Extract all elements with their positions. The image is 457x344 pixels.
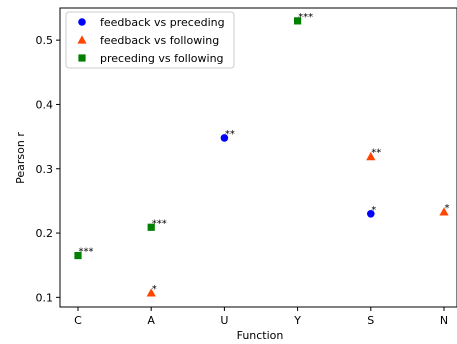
- significance-annotations: ****************: [79, 12, 450, 295]
- significance-label: *: [445, 203, 450, 214]
- legend: feedback vs preceding feedback vs followi…: [65, 11, 235, 69]
- legend-marker-triangle: [77, 35, 87, 44]
- data-point-triangle: [146, 288, 156, 297]
- data-points: [74, 17, 449, 297]
- x-axis-label: Function: [237, 329, 284, 342]
- data-point-circle: [220, 134, 229, 142]
- x-tick-label: Y: [293, 314, 301, 327]
- y-axis-ticks: 0.1 0.2 0.3 0.4 0.5: [36, 34, 60, 304]
- x-tick-label: U: [220, 314, 228, 327]
- significance-label: *: [152, 284, 157, 295]
- data-point-square: [147, 223, 155, 231]
- data-point-square: [294, 17, 302, 25]
- significance-label: **: [371, 148, 381, 159]
- y-tick-label: 0.2: [36, 227, 54, 240]
- significance-label: ***: [152, 218, 167, 229]
- legend-marker-circle: [78, 18, 86, 26]
- y-tick-label: 0.4: [36, 98, 54, 111]
- y-tick-label: 0.3: [36, 163, 54, 176]
- data-point-triangle: [366, 151, 376, 161]
- legend-box: [65, 11, 235, 69]
- y-tick-label: 0.5: [36, 34, 54, 47]
- significance-label: ***: [79, 247, 94, 258]
- x-tick-label: N: [440, 314, 448, 327]
- significance-label: ***: [298, 12, 313, 23]
- data-point-square: [74, 251, 82, 260]
- legend-label: feedback vs following: [100, 34, 219, 47]
- x-tick-label: A: [147, 314, 155, 327]
- legend-label: feedback vs preceding: [100, 16, 225, 29]
- y-tick-label: 0.1: [36, 291, 54, 304]
- data-point-circle: [367, 209, 375, 218]
- legend-marker-square: [78, 54, 86, 62]
- y-axis-label: Pearson r: [14, 132, 27, 184]
- significance-label: *: [371, 205, 376, 216]
- data-point-triangle: [439, 207, 449, 216]
- legend-label: preceding vs following: [100, 52, 224, 65]
- significance-label: **: [225, 129, 235, 140]
- x-tick-label: S: [367, 314, 374, 327]
- x-tick-label: C: [74, 314, 82, 327]
